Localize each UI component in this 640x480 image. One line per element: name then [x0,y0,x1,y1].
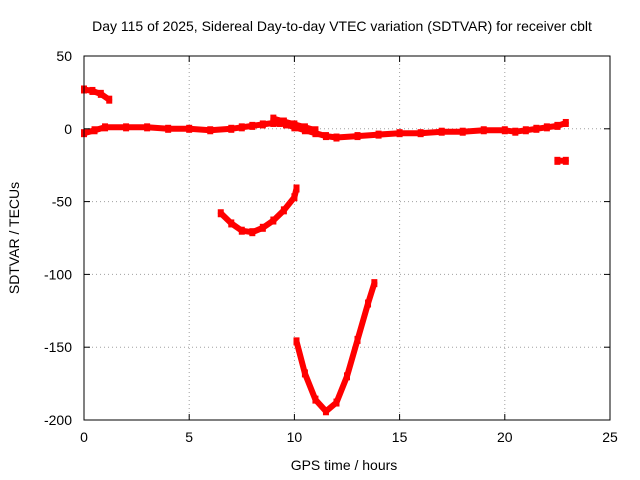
data-point [217,209,224,218]
data-point [238,123,245,132]
data-point [207,126,214,135]
data-point [186,124,193,133]
data-point [249,121,256,130]
data-point [293,184,300,193]
data-point [89,86,96,95]
data-point [562,118,569,127]
data-point [333,398,340,407]
data-point [165,124,172,133]
x-tick-label: 25 [602,429,618,445]
data-point [312,395,319,404]
data-point [554,156,561,165]
y-tick-label: -200 [44,412,72,428]
plot-frame [83,55,611,421]
data-point [102,123,109,132]
data-point [512,127,519,136]
x-tick-label: 20 [497,429,513,445]
x-tick-label: 15 [392,429,408,445]
y-tick-label: 50 [56,48,72,64]
data-point [417,129,424,138]
data-point [228,219,235,228]
y-tick-label: -150 [44,339,72,355]
y-tick-label: -100 [44,266,72,282]
y-tick-label: 0 [64,121,72,137]
data-point [344,372,350,381]
y-tick-label: -50 [52,194,72,210]
x-tick-label: 5 [185,429,193,445]
data-point [554,121,561,130]
y-axis-label: SDTVAR / TECUs [6,182,22,294]
data-point [249,228,256,237]
x-axis-label: GPS time / hours [291,457,398,473]
data-point [333,133,340,142]
data-point [301,369,308,378]
data-point [396,129,403,138]
data-point [280,117,287,126]
data-point [480,126,487,135]
data-point [522,126,529,135]
data-point [312,126,319,135]
data-point [123,123,130,132]
data-point [438,127,445,136]
data-point [301,123,308,132]
data-point [291,120,298,129]
grid [84,56,610,420]
data-point [106,95,113,104]
data-point [459,127,466,136]
data-point [270,118,277,127]
data-point [238,226,245,235]
data-point [354,335,361,344]
data-point [291,193,298,202]
series-line-early-decreasing-trace [81,86,113,103]
data-point [322,132,329,141]
data-point [270,216,277,225]
x-tick-label: 0 [80,429,88,445]
data-point [97,89,104,98]
axis-ticks: 0 5 10 15 20 25 50 0 -50 -100 -150 -200 [44,48,618,445]
data-point [322,407,329,416]
data-point [543,123,550,132]
data-point [280,206,287,215]
data-point [562,156,569,165]
chart-title: Day 115 of 2025, Sidereal Day-to-day VTE… [92,18,592,34]
data-point [501,126,508,135]
data-point [354,132,361,141]
data-point [533,124,540,133]
data-point [270,114,277,123]
data-point [259,120,266,129]
data-point [371,279,378,288]
data-point [91,126,98,135]
data-series [81,85,569,416]
data-point [144,123,151,132]
data-point [259,223,266,232]
data-point [365,299,372,308]
data-point [375,130,382,139]
x-tick-label: 10 [287,429,303,445]
data-point [228,124,235,133]
data-point [293,337,300,346]
